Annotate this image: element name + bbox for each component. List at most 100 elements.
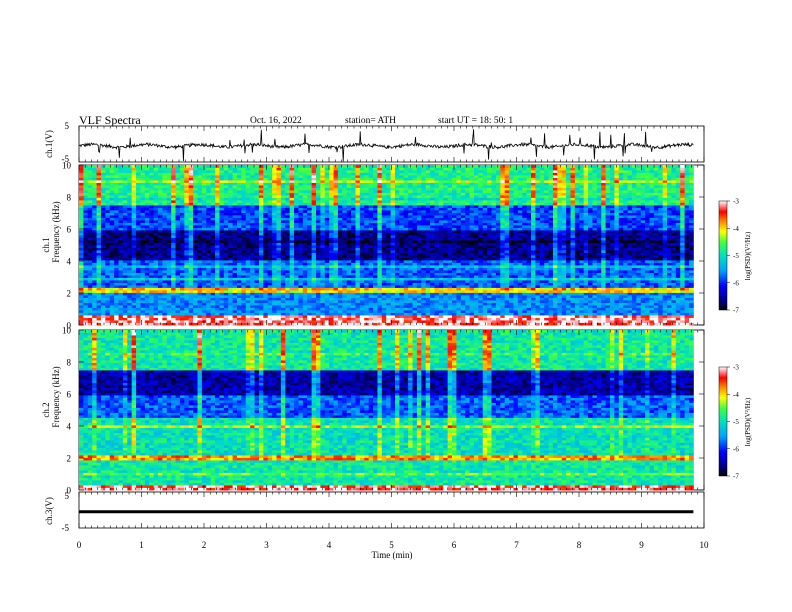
spectrogram-cell: [478, 320, 484, 323]
spectrogram-cell: [500, 285, 506, 288]
spectrogram-cell: [403, 295, 409, 298]
spectrogram-cell: [667, 305, 672, 308]
spectrogram-cell: [680, 255, 685, 258]
spectrogram-cell: [500, 262, 506, 266]
spectrogram-cell: [658, 282, 664, 286]
spectrogram-cell: [438, 290, 444, 293]
spectrogram-cell: [640, 302, 646, 306]
spectrogram-cell: [667, 275, 672, 278]
spectrogram-cell: [118, 302, 124, 306]
spectrogram-cell: [610, 262, 615, 266]
spectrogram-cell: [223, 292, 229, 296]
spectrogram-cell: [653, 250, 659, 253]
spectrogram-cell: [473, 310, 479, 313]
spectrogram-cell: [473, 265, 479, 268]
spectrogram-cell: [469, 262, 475, 266]
spectrogram-cell: [140, 322, 146, 326]
spectrogram-cell: [298, 245, 304, 248]
spectrogram-cell: [548, 252, 554, 256]
spectrogram-cell: [645, 295, 650, 298]
spectrogram-cell: [346, 315, 352, 318]
spectrogram-cell: [228, 302, 233, 306]
spectrogram-cell: [557, 290, 563, 293]
spectrogram-cell: [653, 287, 659, 291]
spectrogram-cell: [605, 285, 611, 288]
spectrogram-cell: [601, 312, 607, 316]
spectrogram-cell: [557, 285, 563, 288]
spectrogram-cell: [210, 242, 216, 246]
spectrogram-cell: [684, 317, 690, 321]
spectrogram-cell: [368, 267, 374, 271]
spectrogram-cell: [412, 287, 418, 291]
spectrogram-cell: [245, 280, 251, 283]
spectrogram-cell: [245, 240, 251, 243]
spectrogram-cell: [258, 257, 264, 261]
spectrogram-cell: [443, 287, 449, 291]
spectrogram-cell: [504, 285, 510, 288]
spectrogram-cell: [583, 317, 589, 321]
spectrogram-cell: [144, 267, 150, 271]
spectrogram-cell: [171, 280, 176, 283]
spectrogram-cell: [368, 280, 374, 283]
spectrogram-cell: [337, 312, 343, 316]
spectrogram-cell: [438, 285, 444, 288]
spectrogram-cell: [566, 250, 571, 253]
spectrogram-cell: [272, 267, 277, 271]
spectrogram-cell: [649, 322, 655, 326]
spectrogram-cell: [579, 280, 585, 283]
spectrogram-cell: [79, 242, 84, 246]
spectrogram-cell: [184, 270, 190, 273]
spectrogram-cell: [166, 277, 172, 281]
spectrogram-cell: [83, 240, 89, 243]
spectrogram-cell: [592, 297, 598, 301]
spectrogram-cell: [100, 260, 106, 263]
spectrogram-cell: [640, 280, 646, 283]
spectrogram-cell: [640, 240, 646, 243]
spectrogram-cell: [487, 262, 492, 266]
spectrogram-cell: [272, 307, 277, 311]
spectrogram-cell: [285, 292, 291, 296]
spectrogram-cell: [355, 292, 361, 296]
spectrogram-cell: [267, 295, 273, 298]
spectrogram-cell: [298, 290, 304, 293]
spectrogram-cell: [162, 307, 168, 311]
spectrogram-cell: [408, 245, 413, 248]
spectrogram-cell: [144, 255, 150, 258]
spectrogram-cell: [438, 275, 444, 278]
spectrogram-cell: [79, 292, 84, 296]
spectrogram-cell: [368, 275, 374, 278]
spectrogram-cell: [272, 290, 277, 293]
spectrogram-cell: [671, 267, 677, 271]
spectrogram-cell: [171, 287, 176, 291]
spectrogram-cell: [680, 257, 685, 261]
spectrogram-cell: [636, 305, 642, 308]
spectrogram-cell: [289, 312, 295, 316]
spectrogram-cell: [640, 267, 646, 271]
spectrogram-cell: [430, 300, 435, 303]
spectrogram-cell: [263, 282, 269, 286]
spectrogram-cell: [140, 285, 146, 288]
spectrogram-cell: [539, 295, 545, 298]
spectrogram-cell: [289, 252, 295, 256]
spectrogram-cell: [671, 315, 677, 318]
spectrogram-cell: [539, 305, 545, 308]
spectrogram-cell: [416, 267, 422, 271]
spectrogram-cell: [157, 302, 163, 306]
spectrogram-cell: [193, 255, 198, 258]
spectrogram-cell: [373, 267, 378, 271]
spectrogram-cell: [144, 257, 150, 261]
spectrogram-cell: [127, 245, 133, 248]
spectrogram-cell: [447, 255, 453, 258]
spectrogram-cell: [83, 275, 89, 278]
spectrogram-cell: [636, 245, 642, 248]
spectrogram-cell: [122, 302, 128, 306]
spectrogram-cell: [566, 240, 571, 243]
spectrogram-cell: [592, 265, 598, 268]
spectrogram-cell: [452, 315, 457, 318]
ch1-waveform-ylabel: ch.1(V): [44, 130, 54, 158]
spectrogram-cell: [188, 277, 194, 281]
spectrogram-cell: [289, 307, 295, 311]
spectrogram-cell: [394, 315, 400, 318]
spectrogram-cell: [658, 320, 664, 323]
spectrogram-cell: [272, 302, 277, 306]
